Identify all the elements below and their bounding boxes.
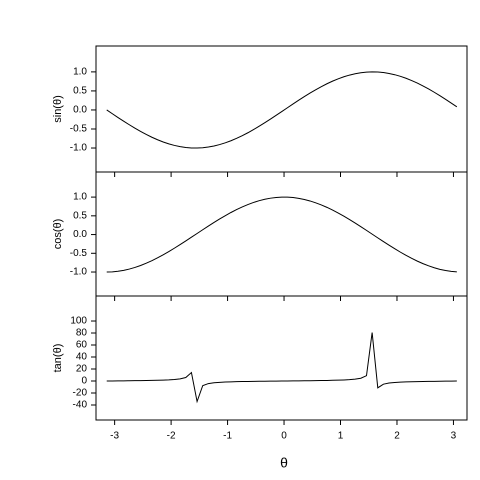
x-tick-label: -1	[223, 431, 232, 442]
x-tick-label: 1	[338, 431, 344, 442]
panel-frame	[95, 45, 468, 173]
y-tick-label: 100	[70, 316, 87, 327]
x-tick-label: -3	[110, 431, 119, 442]
x-tick-label: 0	[281, 431, 287, 442]
y-tick-label: 20	[76, 364, 88, 375]
data-line	[106, 71, 458, 149]
y-tick-label: 0	[81, 376, 87, 387]
x-tick-label: 3	[451, 431, 457, 442]
y-tick-label: 0.0	[73, 105, 87, 116]
y-tick-label: 80	[76, 328, 88, 339]
x-tick-label: -2	[167, 431, 176, 442]
y-axis-label: sin(θ)	[52, 95, 64, 123]
y-tick-label: -0.5	[70, 248, 88, 259]
y-tick-label: 1.0	[73, 192, 87, 203]
y-tick-label: -40	[73, 400, 88, 411]
y-tick-label: -1.0	[70, 143, 88, 154]
panel-frame	[95, 171, 468, 297]
y-axis-label: tan(θ)	[52, 344, 64, 373]
y-tick-label: 1.0	[73, 67, 87, 78]
y-tick-label: -20	[73, 388, 88, 399]
y-tick-label: 0.0	[73, 229, 87, 240]
x-tick-label: 2	[394, 431, 400, 442]
x-axis-label: θ	[280, 455, 288, 471]
y-tick-label: 40	[76, 352, 88, 363]
y-tick-label: 0.5	[73, 210, 87, 221]
data-line	[106, 196, 457, 273]
data-line	[106, 332, 457, 404]
y-tick-label: -0.5	[70, 124, 88, 135]
y-tick-label: -1.0	[70, 267, 88, 278]
y-axis-label: cos(θ)	[52, 219, 64, 250]
y-tick-label: 60	[76, 340, 88, 351]
y-tick-label: 0.5	[73, 86, 87, 97]
panel-frame	[95, 295, 468, 421]
